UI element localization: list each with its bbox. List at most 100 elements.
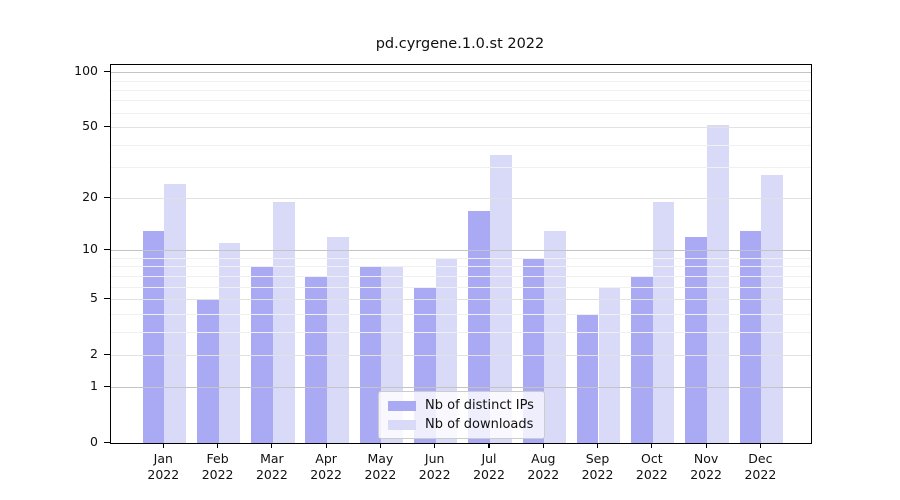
grid-line — [111, 313, 811, 315]
y-tick-mark — [104, 197, 110, 199]
x-tick-year: 2022 — [581, 467, 614, 482]
x-tick-year: 2022 — [201, 467, 234, 482]
grid-line — [111, 112, 811, 114]
x-tick-month: Aug — [531, 451, 556, 466]
bar-distinct-ips — [685, 236, 708, 443]
x-tick-month: Dec — [748, 451, 773, 466]
x-tick-label: May 2022 — [350, 451, 410, 483]
x-tick-month: Mar — [260, 451, 284, 466]
x-tick-label: Feb 2022 — [188, 451, 248, 483]
bar-distinct-ips — [468, 210, 490, 443]
bar-distinct-ips — [631, 275, 653, 443]
x-tick-year: 2022 — [418, 467, 451, 482]
x-tick-mark — [162, 443, 164, 448]
grid-line — [111, 167, 811, 168]
x-tick-label: Jul 2022 — [459, 451, 519, 483]
bar-downloads — [707, 125, 729, 443]
x-tick-label: Oct 2022 — [622, 451, 682, 483]
plot-area — [110, 64, 812, 444]
grid-line — [111, 198, 811, 200]
x-tick-label: Dec 2022 — [730, 451, 790, 483]
bar-downloads — [218, 243, 241, 443]
bar-downloads — [652, 202, 675, 443]
x-tick-mark — [271, 443, 273, 448]
bar-distinct-ips — [305, 275, 328, 443]
x-tick-month: Oct — [640, 451, 663, 466]
grid-line — [111, 387, 811, 389]
x-tick-year: 2022 — [527, 467, 560, 482]
x-tick-month: Jun — [424, 451, 445, 466]
bar-downloads — [327, 236, 349, 443]
bar-downloads — [598, 286, 621, 443]
grid-line — [111, 275, 811, 277]
grid-line — [111, 331, 811, 333]
legend-item-distinct-ips: Nb of distinct IPs — [388, 398, 534, 413]
x-tick-label: Mar 2022 — [242, 451, 302, 483]
x-tick-mark — [596, 443, 599, 448]
x-tick-label: Jan 2022 — [133, 451, 193, 483]
y-tick-label: 100 — [74, 63, 98, 79]
y-tick-label: 2 — [90, 345, 98, 361]
legend-swatch-downloads — [388, 419, 416, 430]
grid-line — [111, 100, 811, 102]
x-tick-month: Nov — [693, 451, 719, 466]
x-tick-label: Sep 2022 — [568, 451, 628, 483]
legend-label-downloads: Nb of downloads — [425, 417, 534, 432]
x-tick-mark — [542, 443, 544, 448]
x-tick-mark — [705, 443, 707, 448]
grid-line — [111, 80, 811, 82]
legend-label-distinct-ips: Nb of distinct IPs — [425, 398, 534, 413]
y-tick-mark — [104, 442, 110, 444]
bar-distinct-ips — [142, 230, 165, 443]
y-tick-label: 5 — [90, 290, 98, 305]
grid-line — [111, 266, 811, 268]
bar-distinct-ips — [196, 299, 219, 443]
x-tick-mark — [651, 443, 653, 448]
x-tick-month: Apr — [315, 451, 337, 466]
bar-distinct-ips — [739, 230, 762, 443]
y-tick-label: 0 — [90, 434, 98, 449]
x-tick-mark — [759, 443, 761, 448]
chart-title: pd.cyrgene.1.0.st 2022 — [375, 36, 545, 52]
bar-downloads — [544, 230, 566, 443]
legend-swatch-distinct-ips — [388, 400, 416, 411]
y-tick-mark — [104, 126, 110, 128]
x-tick-label: Aug 2022 — [513, 451, 573, 483]
y-tick-label: 50 — [82, 118, 98, 133]
y-tick-mark — [104, 386, 110, 388]
x-tick-year: 2022 — [310, 467, 342, 482]
grid-line — [111, 286, 811, 288]
y-tick-mark — [104, 298, 110, 300]
y-tick-mark — [104, 71, 110, 73]
x-tick-mark — [217, 443, 219, 448]
y-tick-label: 20 — [82, 189, 98, 205]
x-tick-month: Feb — [206, 451, 229, 466]
x-tick-year: 2022 — [635, 467, 668, 482]
grid-line — [111, 257, 811, 259]
grid-line — [111, 354, 811, 356]
x-tick-year: 2022 — [147, 467, 180, 482]
x-tick-label: Apr 2022 — [296, 451, 356, 483]
x-tick-label: Jun 2022 — [405, 451, 465, 483]
bar-downloads — [761, 175, 784, 443]
x-tick-month: May — [367, 451, 394, 466]
x-tick-label: Nov 2022 — [676, 451, 736, 483]
x-tick-mark — [488, 443, 490, 448]
x-tick-month: Sep — [585, 451, 610, 466]
x-tick-year: 2022 — [255, 467, 288, 482]
y-tick-mark — [104, 353, 110, 355]
grid-line — [111, 144, 811, 146]
y-tick-label: 10 — [82, 241, 98, 257]
grid-line — [111, 72, 811, 74]
bar-downloads — [272, 202, 295, 443]
y-tick-mark — [104, 249, 110, 251]
x-tick-year: 2022 — [744, 467, 777, 482]
x-tick-year: 2022 — [364, 467, 397, 482]
x-tick-mark — [434, 443, 436, 448]
legend: Nb of distinct IPs Nb of downloads — [378, 391, 545, 439]
grid-line — [111, 250, 811, 252]
x-tick-year: 2022 — [473, 467, 505, 482]
grid-line — [111, 299, 811, 300]
x-tick-month: Jan — [153, 451, 173, 466]
